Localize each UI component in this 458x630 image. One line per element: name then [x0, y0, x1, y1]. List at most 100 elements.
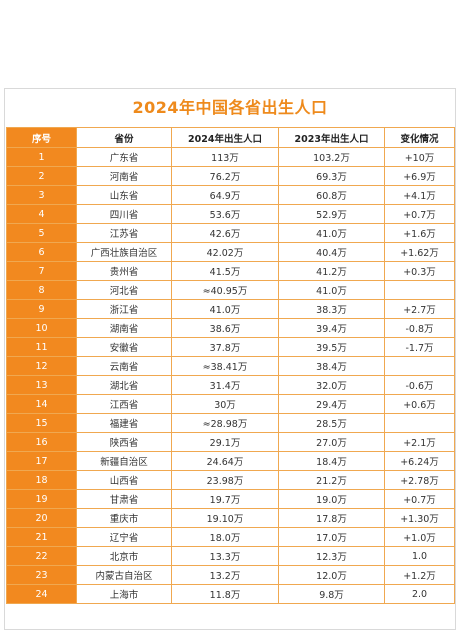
table-row: 12 云南省 ≈38.41万 38.4万: [6, 356, 455, 376]
cell-province: 内蒙古自治区: [76, 565, 172, 585]
header-seq: 序号: [6, 127, 77, 148]
table-row: 24 上海市 11.8万 9.8万 2.0: [6, 584, 455, 604]
table-row: 3 山东省 64.9万 60.8万 +4.1万: [6, 185, 455, 205]
cell-change: [384, 280, 455, 300]
cell-seq: 22: [6, 546, 77, 566]
cell-seq: 13: [6, 375, 77, 395]
birth-population-card: 2024年中国各省出生人口 序号 省份 2024年出生人口 2023年出生人口 …: [4, 88, 456, 630]
cell-province: 广西壮族自治区: [76, 242, 172, 262]
cell-2024: 19.10万: [171, 508, 279, 528]
cell-2024: 41.0万: [171, 299, 279, 319]
cell-change: 1.0: [384, 546, 455, 566]
cell-seq: 4: [6, 204, 77, 224]
cell-change: [384, 356, 455, 376]
cell-province: 四川省: [76, 204, 172, 224]
cell-2023: 21.2万: [278, 470, 385, 490]
cell-2024: ≈38.41万: [171, 356, 279, 376]
cell-change: +0.3万: [384, 261, 455, 281]
cell-2023: 38.4万: [278, 356, 385, 376]
cell-2024: 18.0万: [171, 527, 279, 547]
cell-seq: 6: [6, 242, 77, 262]
cell-2023: 19.0万: [278, 489, 385, 509]
cell-2023: 69.3万: [278, 166, 385, 186]
table-body: 1 广东省 113万 103.2万 +10万 2 河南省 76.2万 69.3万 +6.9万 3 山东…: [6, 147, 455, 604]
cell-seq: 9: [6, 299, 77, 319]
header-row: 序号 省份 2024年出生人口 2023年出生人口 变化情况: [6, 127, 455, 148]
header-change: 变化情况: [384, 127, 455, 148]
cell-change: +2.78万: [384, 470, 455, 490]
cell-change: -1.7万: [384, 337, 455, 357]
cell-2023: 17.0万: [278, 527, 385, 547]
cell-change: -0.8万: [384, 318, 455, 338]
cell-change: -0.6万: [384, 375, 455, 395]
table-row: 2 河南省 76.2万 69.3万 +6.9万: [6, 166, 455, 186]
table-row: 18 山西省 23.98万 21.2万 +2.78万: [6, 470, 455, 490]
cell-2024: 76.2万: [171, 166, 279, 186]
cell-change: +0.6万: [384, 394, 455, 414]
cell-2023: 40.4万: [278, 242, 385, 262]
table-row: 4 四川省 53.6万 52.9万 +0.7万: [6, 204, 455, 224]
cell-2024: ≈28.98万: [171, 413, 279, 433]
cell-2023: 41.0万: [278, 223, 385, 243]
table-row: 21 辽宁省 18.0万 17.0万 +1.0万: [6, 527, 455, 547]
cell-2023: 18.4万: [278, 451, 385, 471]
cell-seq: 24: [6, 584, 77, 604]
table-row: 6 广西壮族自治区 42.02万 40.4万 +1.62万: [6, 242, 455, 262]
cell-2024: 13.3万: [171, 546, 279, 566]
cell-2023: 28.5万: [278, 413, 385, 433]
cell-2024: 23.98万: [171, 470, 279, 490]
cell-province: 北京市: [76, 546, 172, 566]
header-2023: 2023年出生人口: [278, 127, 385, 148]
cell-seq: 23: [6, 565, 77, 585]
cell-2024: 24.64万: [171, 451, 279, 471]
table-row: 9 浙江省 41.0万 38.3万 +2.7万: [6, 299, 455, 319]
cell-2024: 19.7万: [171, 489, 279, 509]
cell-2024: 29.1万: [171, 432, 279, 452]
cell-province: 云南省: [76, 356, 172, 376]
cell-province: 陕西省: [76, 432, 172, 452]
cell-change: +4.1万: [384, 185, 455, 205]
cell-province: 新疆自治区: [76, 451, 172, 471]
table-row: 22 北京市 13.3万 12.3万 1.0: [6, 546, 455, 566]
cell-seq: 20: [6, 508, 77, 528]
table-row: 16 陕西省 29.1万 27.0万 +2.1万: [6, 432, 455, 452]
cell-seq: 5: [6, 223, 77, 243]
cell-2024: 42.6万: [171, 223, 279, 243]
cell-province: 重庆市: [76, 508, 172, 528]
cell-change: +1.6万: [384, 223, 455, 243]
cell-seq: 16: [6, 432, 77, 452]
cell-province: 辽宁省: [76, 527, 172, 547]
cell-2023: 39.4万: [278, 318, 385, 338]
table-row: 17 新疆自治区 24.64万 18.4万 +6.24万: [6, 451, 455, 471]
cell-province: 湖北省: [76, 375, 172, 395]
cell-2024: ≈40.95万: [171, 280, 279, 300]
cell-seq: 12: [6, 356, 77, 376]
cell-change: +2.1万: [384, 432, 455, 452]
cell-2023: 103.2万: [278, 147, 385, 167]
cell-province: 江苏省: [76, 223, 172, 243]
cell-seq: 19: [6, 489, 77, 509]
cell-2024: 11.8万: [171, 584, 279, 604]
cell-seq: 21: [6, 527, 77, 547]
cell-2024: 38.6万: [171, 318, 279, 338]
cell-2023: 60.8万: [278, 185, 385, 205]
cell-2023: 27.0万: [278, 432, 385, 452]
cell-seq: 18: [6, 470, 77, 490]
cell-province: 浙江省: [76, 299, 172, 319]
cell-seq: 7: [6, 261, 77, 281]
table-row: 15 福建省 ≈28.98万 28.5万: [6, 413, 455, 433]
cell-change: +2.7万: [384, 299, 455, 319]
cell-2024: 37.8万: [171, 337, 279, 357]
birth-population-table: 序号 省份 2024年出生人口 2023年出生人口 变化情况 1 广东省 113万 1…: [6, 127, 455, 604]
cell-2023: 12.0万: [278, 565, 385, 585]
header-2024: 2024年出生人口: [171, 127, 279, 148]
table-row: 5 江苏省 42.6万 41.0万 +1.6万: [6, 223, 455, 243]
cell-change: [384, 413, 455, 433]
cell-province: 贵州省: [76, 261, 172, 281]
cell-change: +0.7万: [384, 489, 455, 509]
cell-change: +10万: [384, 147, 455, 167]
cell-2024: 13.2万: [171, 565, 279, 585]
cell-province: 上海市: [76, 584, 172, 604]
table-row: 14 江西省 30万 29.4万 +0.6万: [6, 394, 455, 414]
cell-2023: 38.3万: [278, 299, 385, 319]
